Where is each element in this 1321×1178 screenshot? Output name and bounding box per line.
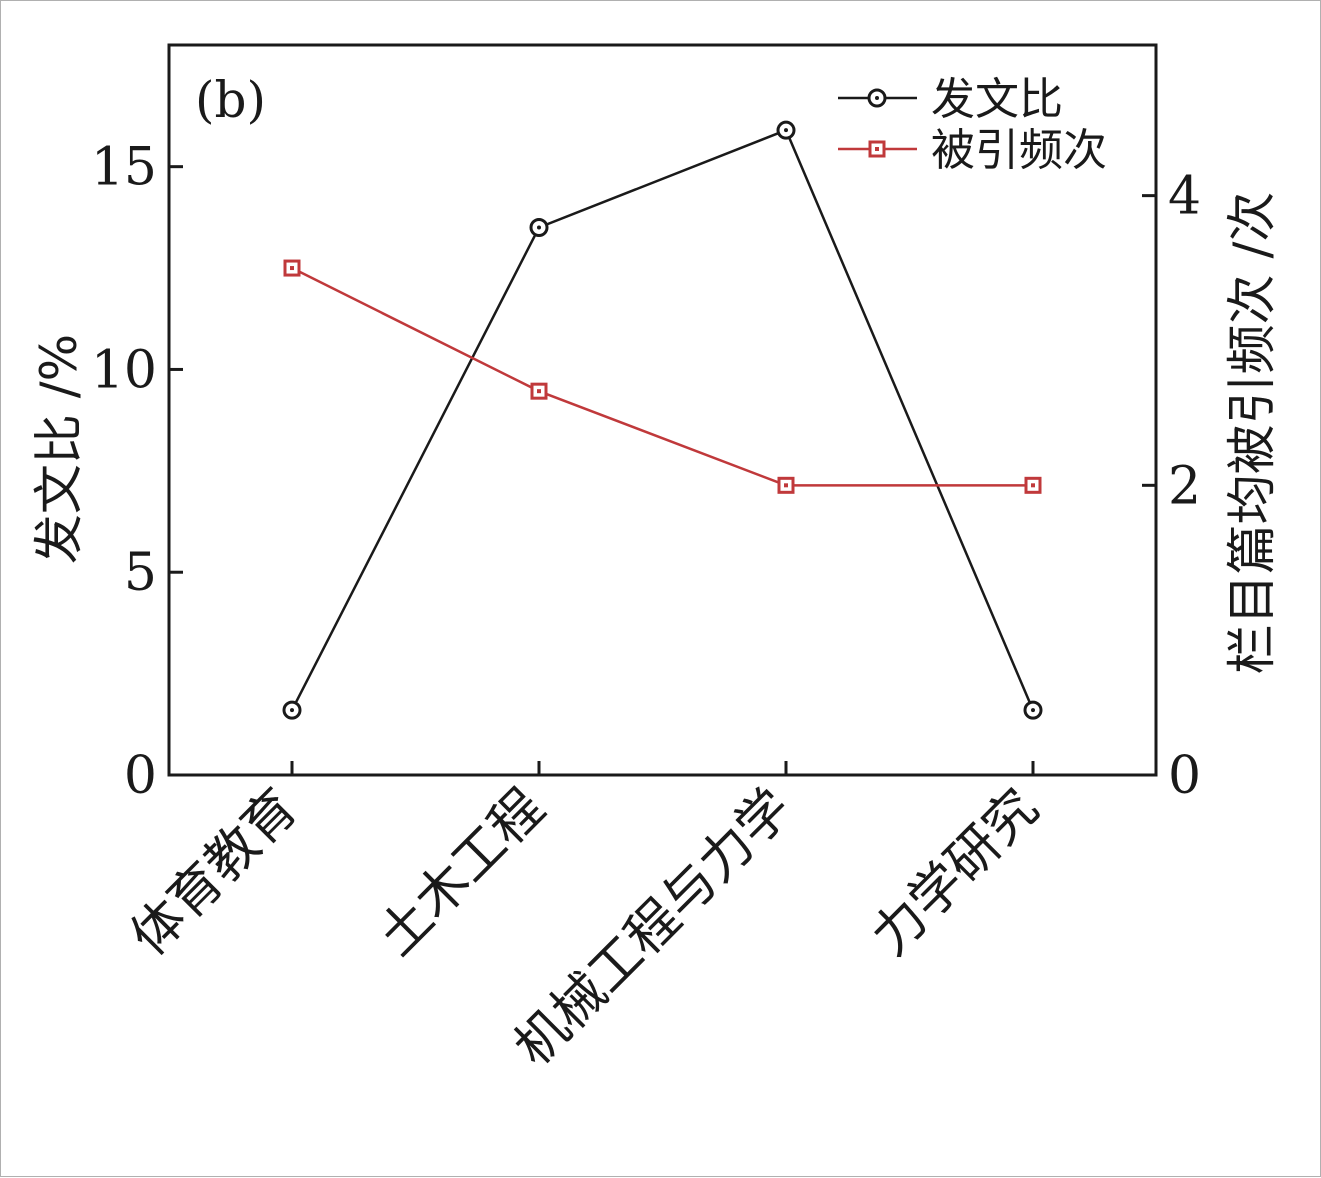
- legend-marker-dot: [875, 96, 879, 100]
- right-axis-title: 栏目篇均被引频次 /次: [1223, 192, 1281, 675]
- legend-item: 发文比: [838, 74, 1063, 125]
- legend-marker-dot: [875, 147, 879, 151]
- series-1-point-dot: [1031, 708, 1035, 713]
- series-1-point-dot: [290, 708, 294, 713]
- legend-label: 发文比: [931, 74, 1063, 125]
- x-category-label: 体育教育: [120, 778, 310, 968]
- series-2-point-dot: [784, 483, 788, 488]
- series-2-line: [291, 266, 1033, 487]
- series-1: [282, 120, 1043, 720]
- left-tick-label: 5: [124, 543, 157, 603]
- panel-label: (b): [195, 71, 266, 129]
- series-1-point-dot: [537, 225, 541, 230]
- plot-area: [167, 43, 1158, 777]
- left-tick-label: 10: [91, 340, 157, 400]
- right-y-axis: 0 2 4: [1142, 167, 1201, 806]
- right-tick-label: 4: [1168, 167, 1201, 227]
- left-tick-label: 15: [91, 138, 157, 198]
- legend-item: 被引频次: [838, 125, 1107, 176]
- series-2-point-dot: [290, 266, 294, 271]
- series-layer: [282, 120, 1043, 720]
- series-1-line: [290, 128, 1035, 711]
- series-2-point-dot: [537, 389, 541, 394]
- series-2-point-dot: [1031, 483, 1035, 488]
- series-2: [283, 259, 1042, 494]
- series-1-point-dot: [784, 128, 788, 133]
- right-tick-label: 2: [1168, 456, 1201, 516]
- left-tick-label: 0: [124, 746, 157, 806]
- left-y-axis: 0 5 10 15: [91, 138, 183, 806]
- left-axis-title: 发文比 /%: [30, 334, 88, 564]
- right-tick-label: 0: [1168, 746, 1201, 806]
- legend-label: 被引频次: [931, 125, 1107, 176]
- x-category-label: 土木工程: [367, 778, 557, 968]
- x-category-label: 力学研究: [861, 778, 1051, 968]
